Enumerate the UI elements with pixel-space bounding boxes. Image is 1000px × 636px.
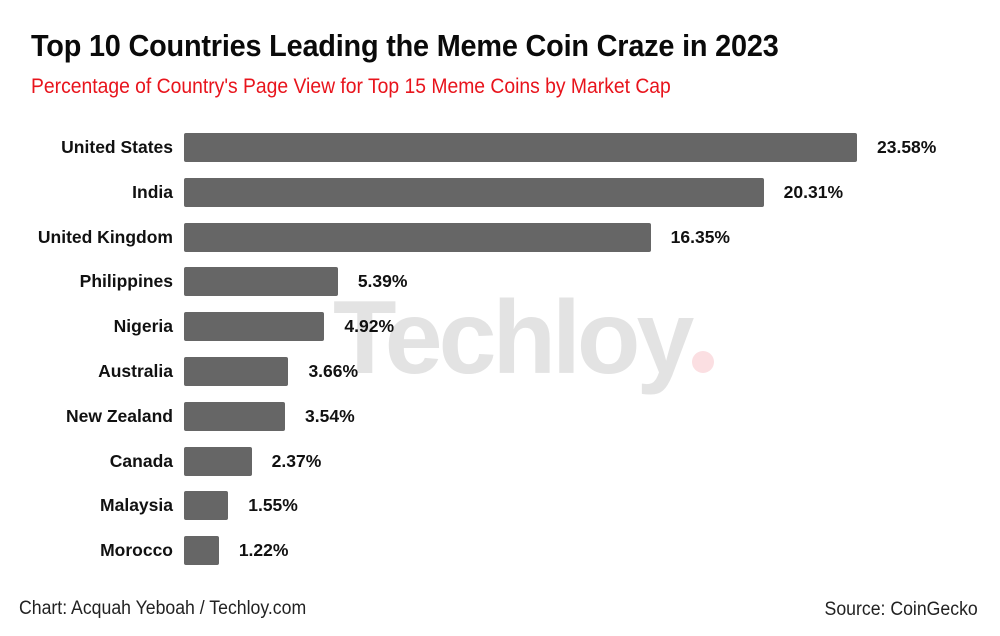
value-label: 20.31% — [783, 181, 844, 202]
bar-row: New Zealand 3.54% — [0, 401, 1000, 431]
value-label: 3.66% — [308, 361, 359, 381]
bar — [184, 491, 229, 521]
bar-row: Philippines 5.39% — [0, 267, 1000, 297]
techloy-watermark: Techloy — [333, 286, 715, 390]
chart-credit: Chart: Acquah Yeboah / Techloy.com — [19, 598, 307, 619]
chart-title: Top 10 Countries Leading the Meme Coin C… — [31, 28, 779, 63]
value-label: 16.35% — [670, 226, 730, 247]
category-label: United Kingdom — [37, 226, 173, 247]
data-source: Source: CoinGecko — [824, 599, 978, 620]
bar-row: United Kingdom 16.35% — [0, 222, 1000, 252]
category-label: Philippines — [79, 271, 173, 292]
value-label: 5.39% — [357, 271, 408, 292]
bar — [184, 536, 219, 566]
bar — [184, 133, 857, 162]
category-label: Canada — [109, 450, 173, 471]
category-label: India — [132, 181, 173, 202]
bar — [184, 401, 286, 431]
bar — [184, 177, 764, 207]
bar — [184, 357, 289, 386]
bar-row: Canada 2.37% — [0, 446, 1000, 476]
bar — [184, 267, 338, 297]
bar-row: Nigeria 4.92% — [0, 312, 1000, 342]
value-label: 23.58% — [877, 137, 937, 157]
watermark-dot-icon — [692, 351, 715, 373]
bar-row: Morocco 1.22% — [0, 536, 1000, 566]
category-label: Malaysia — [100, 495, 173, 516]
value-label: 3.54% — [305, 405, 355, 426]
category-label: Nigeria — [113, 316, 173, 337]
bar-row: United States 23.58% — [0, 133, 1000, 162]
bar-row: Malaysia 1.55% — [0, 491, 1000, 521]
bar-row: India 20.31% — [0, 177, 1000, 207]
value-label: 1.22% — [238, 540, 289, 561]
bar — [184, 222, 651, 252]
category-label: United States — [61, 137, 173, 157]
value-label: 1.55% — [248, 495, 298, 516]
bar — [184, 446, 252, 476]
watermark-text: Techloy — [333, 280, 694, 396]
chart-subtitle: Percentage of Country's Page View for To… — [31, 75, 671, 98]
category-label: Morocco — [100, 540, 173, 561]
category-label: New Zealand — [66, 405, 173, 426]
value-label: 4.92% — [344, 316, 395, 337]
category-label: Australia — [98, 361, 173, 381]
bar-row: Australia 3.66% — [0, 357, 1000, 386]
value-label: 2.37% — [271, 450, 322, 471]
bar — [184, 312, 325, 342]
